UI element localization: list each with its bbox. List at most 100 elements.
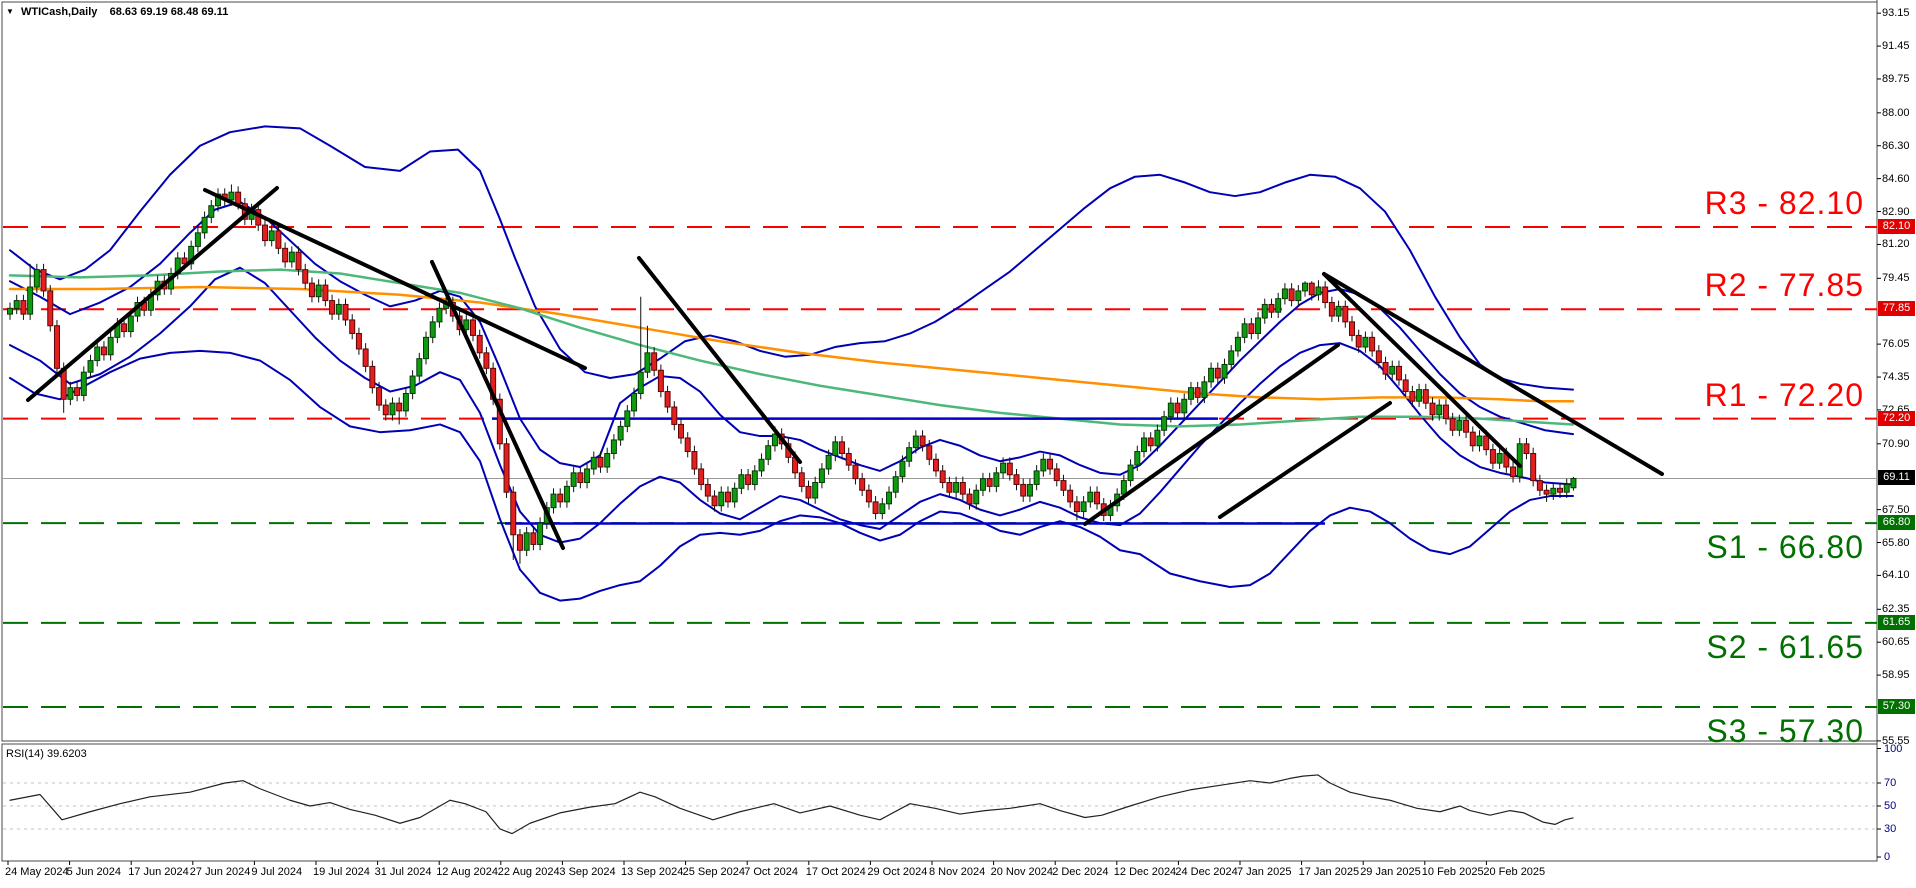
resistance-label-r3[interactable]: R3 - 82.10 — [1704, 185, 1864, 222]
date-axis-label[interactable]: 7 Oct 2024 — [744, 866, 799, 878]
support-label-s3[interactable]: S3 - 57.30 — [1706, 713, 1864, 750]
candle-body — [973, 489, 980, 505]
candle-body — [1402, 379, 1409, 393]
date-axis-label[interactable]: 17 Jan 2025 — [1298, 866, 1360, 878]
candle-body — [302, 269, 309, 284]
candle-body — [322, 284, 329, 302]
date-axis-label[interactable]: 8 Nov 2024 — [929, 866, 986, 878]
date-axis-label[interactable]: 3 Sep 2024 — [559, 866, 616, 878]
price-axis-label[interactable]: 70.90 — [1882, 437, 1910, 450]
candle-body — [376, 387, 383, 406]
price-axis-label[interactable]: 67.50 — [1882, 503, 1910, 516]
date-axis-label[interactable]: 17 Jun 2024 — [128, 866, 189, 878]
candle-body — [1557, 487, 1564, 493]
date-axis-label[interactable]: 12 Aug 2024 — [436, 866, 498, 878]
date-axis-label[interactable]: 10 Feb 2025 — [1421, 866, 1484, 878]
candle-body — [1295, 290, 1302, 302]
trendline-3[interactable] — [430, 260, 565, 550]
price-axis-label[interactable]: 86.30 — [1882, 139, 1910, 152]
rsi-axis-label[interactable]: 100 — [1884, 742, 1903, 755]
candle-body — [711, 495, 718, 507]
candle-body — [657, 369, 664, 393]
price-axis-label[interactable]: 58.95 — [1882, 669, 1910, 682]
date-axis-label[interactable]: 9 Jul 2024 — [251, 866, 303, 878]
candle-body — [1241, 323, 1248, 338]
date-axis-label[interactable]: 2 Dec 2024 — [1052, 866, 1109, 878]
band-outer-upper-line[interactable] — [9, 125, 1574, 391]
candle-body — [1288, 288, 1295, 302]
candle-body — [1449, 418, 1456, 431]
price-axis-label[interactable]: 88.00 — [1882, 106, 1910, 119]
price-axis-label[interactable]: 79.45 — [1882, 272, 1910, 285]
price-axis-label[interactable]: 62.35 — [1882, 603, 1910, 616]
date-axis-label[interactable]: 25 Sep 2024 — [682, 866, 745, 878]
candle-body — [1026, 483, 1033, 497]
price-axis-label[interactable]: 74.35 — [1882, 371, 1910, 384]
trendline-1[interactable] — [26, 186, 279, 402]
date-axis-label[interactable]: 29 Oct 2024 — [867, 866, 928, 878]
resistance-label-r2[interactable]: R2 - 77.85 — [1704, 267, 1864, 304]
date-axis-label[interactable]: 17 Oct 2024 — [805, 866, 866, 878]
candle-body — [563, 485, 570, 503]
trendline-7[interactable] — [1322, 272, 1522, 468]
ma-100-line[interactable] — [8, 268, 1575, 428]
candle-body — [1261, 303, 1268, 319]
candle-body — [13, 300, 20, 309]
trendline-6[interactable] — [1218, 401, 1392, 519]
candle-body — [1436, 404, 1443, 416]
rsi-axis-label[interactable]: 50 — [1884, 800, 1897, 812]
price-axis-label[interactable]: 89.75 — [1882, 72, 1910, 85]
price-axis-label[interactable]: 82.90 — [1882, 205, 1910, 218]
price-axis-label[interactable]: 76.05 — [1882, 338, 1910, 351]
date-axis-label[interactable]: 13 Sep 2024 — [621, 866, 684, 878]
date-axis-label[interactable]: 31 Jul 2024 — [374, 866, 432, 878]
candle-body — [1006, 462, 1013, 476]
trendline-8[interactable] — [1322, 272, 1664, 476]
date-axis-label[interactable]: 27 Jun 2024 — [189, 866, 251, 878]
resistance-label-r1[interactable]: R1 - 72.20 — [1704, 376, 1864, 413]
price-axis-label[interactable]: 81.20 — [1882, 238, 1910, 251]
rsi-axis-label[interactable]: 70 — [1884, 777, 1897, 789]
candle-body — [953, 482, 960, 493]
trendline-4[interactable] — [637, 256, 802, 464]
price-axis-label[interactable]: 55.55 — [1882, 734, 1910, 747]
date-axis-label[interactable]: 20 Nov 2024 — [990, 866, 1053, 878]
date-axis-label[interactable]: 19 Jul 2024 — [313, 866, 370, 878]
date-axis-label[interactable]: 24 Dec 2024 — [1175, 866, 1238, 878]
rsi-line[interactable] — [9, 774, 1574, 835]
date-axis-label[interactable]: 20 Feb 2025 — [1483, 866, 1546, 878]
date-axis-label[interactable]: 22 Aug 2024 — [497, 866, 560, 878]
price-axis-label[interactable]: 93.15 — [1882, 7, 1910, 20]
candle-body — [872, 501, 879, 514]
candle-body — [1275, 298, 1282, 313]
candle-body — [261, 224, 268, 242]
rsi-axis-label[interactable]: 0 — [1884, 851, 1891, 863]
support-label-s1[interactable]: S1 - 66.80 — [1706, 529, 1864, 566]
candle-body — [429, 321, 436, 338]
price-axis-label[interactable]: 65.80 — [1882, 536, 1910, 549]
price-axis-label[interactable]: 60.65 — [1882, 636, 1910, 649]
price-axis-label[interactable]: 64.10 — [1882, 569, 1910, 582]
support-label-s2[interactable]: S2 - 61.65 — [1706, 628, 1864, 665]
candle-body — [577, 472, 584, 484]
candle-body — [1342, 305, 1349, 323]
candle-body — [698, 468, 705, 485]
rsi-axis-label[interactable]: 30 — [1884, 823, 1897, 835]
date-axis-label[interactable]: 12 Dec 2024 — [1113, 866, 1177, 878]
price-axis-label[interactable]: 84.60 — [1882, 172, 1910, 185]
collapse-triangle-icon[interactable]: ▼ — [6, 7, 14, 16]
candle-body — [1154, 429, 1161, 447]
date-axis-label[interactable]: 29 Jan 2025 — [1360, 866, 1421, 878]
candle-body — [201, 216, 208, 234]
trendline-2[interactable] — [203, 188, 587, 370]
date-axis-label[interactable]: 24 May 2024 — [5, 866, 69, 878]
trendline-5[interactable] — [1083, 343, 1340, 526]
date-axis-label[interactable]: 5 Jun 2024 — [66, 866, 122, 878]
candle-body — [939, 470, 946, 484]
date-axis-label[interactable]: 7 Jan 2025 — [1237, 866, 1292, 878]
band-inner-lower-line[interactable] — [9, 266, 1574, 544]
candle-body — [80, 371, 87, 396]
price-axis-label[interactable]: 91.45 — [1882, 40, 1910, 53]
candle-body — [745, 474, 752, 485]
